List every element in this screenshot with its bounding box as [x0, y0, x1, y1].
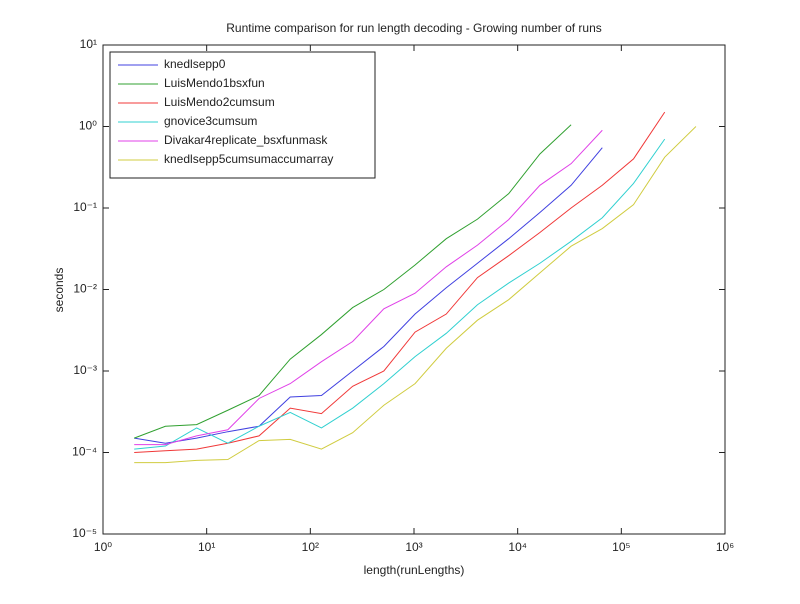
legend-label: gnovice3cumsum	[164, 114, 257, 128]
legend-label: knedlsepp5cumsumaccumarray	[164, 152, 333, 166]
chart-title: Runtime comparison for run length decodi…	[226, 21, 602, 35]
x-tick-label: 10⁵	[612, 540, 630, 554]
y-tick-label: 10⁻⁴	[72, 445, 97, 459]
x-tick-label: 10³	[405, 540, 422, 554]
y-tick-label: 10¹	[80, 37, 97, 51]
x-tick-label: 10¹	[198, 540, 215, 554]
y-tick-label: 10⁻²	[73, 282, 97, 296]
legend-label: knedlsepp0	[164, 57, 226, 71]
line	[134, 147, 603, 444]
line	[134, 138, 666, 450]
legend-box	[109, 51, 376, 179]
x-tick-label: 10⁶	[716, 540, 734, 554]
line	[134, 111, 666, 453]
x-tick-label: 10⁴	[508, 540, 527, 554]
legend-label: LuisMendo2cumsum	[164, 95, 275, 109]
x-tick-label: 10²	[302, 540, 319, 554]
y-axis-label: seconds	[52, 268, 66, 313]
y-tick-label: 10⁻⁵	[72, 526, 97, 540]
x-axis-label: length(runLengths)	[364, 563, 465, 577]
y-tick-label: 10⁻¹	[73, 200, 97, 214]
legend-label: LuisMendo1bsxfun	[164, 76, 265, 90]
y-tick-label: 10⁻³	[73, 363, 97, 377]
line	[134, 126, 697, 464]
line	[134, 129, 603, 446]
y-tick-label: 10⁰	[79, 119, 97, 133]
legend-label: Divakar4replicate_bsxfunmask	[164, 133, 328, 147]
line	[134, 124, 572, 439]
x-tick-label: 10⁰	[94, 540, 112, 554]
